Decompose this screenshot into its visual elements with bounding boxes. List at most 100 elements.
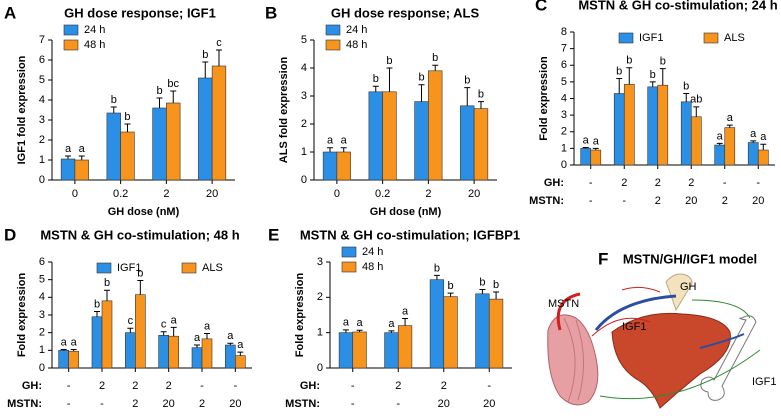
muscle-fiber (563, 317, 584, 403)
significance-letter: a (61, 336, 68, 348)
significance-letter: b (124, 111, 130, 123)
diagram-label: GH (680, 281, 697, 293)
bar (135, 294, 146, 369)
significance-letter: a (171, 314, 178, 326)
error-bar (170, 90, 177, 103)
y-tick-label: 3 (317, 256, 323, 268)
significance-letter: a (194, 332, 201, 344)
bar (211, 65, 227, 181)
chart-title: MSTN & GH co-stimulation; IGFBP1 (300, 227, 520, 242)
significance-letter: b (111, 94, 117, 106)
row-value: 20 (229, 398, 241, 410)
error-bar (104, 289, 110, 301)
legend-label: 48 h (362, 261, 383, 273)
bar (460, 105, 475, 181)
x-axis-label: GH dose (nM) (108, 206, 180, 218)
diagram-title: MSTN/GH/IGF1 model (623, 251, 757, 266)
arrow (594, 294, 677, 331)
significance-letter: b (202, 49, 208, 61)
panel-letter: D (4, 225, 16, 244)
y-tick-label: 7 (561, 43, 567, 55)
bar (101, 300, 113, 369)
significance-letter: b (94, 298, 100, 310)
bar (201, 338, 213, 369)
bar (120, 131, 135, 181)
bar (338, 332, 354, 369)
significance-letter: ab (690, 94, 702, 106)
error-bar (160, 331, 167, 336)
row-value: 2 (199, 398, 205, 410)
error-bar (386, 67, 393, 92)
model-diagram: F MSTN/GH/IGF1 model GH MSTN IGF1 IGF1 (547, 249, 776, 409)
error-bar (137, 280, 144, 295)
significance-letter: b (478, 89, 484, 101)
y-axis-label: Fold expression (294, 273, 306, 358)
error-bar (432, 64, 439, 71)
error-bar (156, 97, 163, 108)
significance-letter: b (156, 85, 162, 97)
y-tick-label: 1 (561, 142, 567, 154)
significance-letter: b (418, 72, 424, 84)
error-bar (693, 106, 700, 117)
bar (235, 355, 246, 369)
significance-letter: b (373, 73, 379, 85)
error-bar (204, 333, 210, 339)
arrow (599, 349, 761, 400)
legend-swatch (96, 262, 112, 274)
bar (198, 77, 213, 181)
bar (91, 316, 103, 369)
bar (106, 112, 121, 181)
error-bar (592, 147, 599, 151)
significance-letter: c (128, 315, 134, 327)
bar (757, 149, 769, 166)
y-tick-label: 0 (39, 362, 45, 374)
legend-label: 24 h (362, 246, 383, 258)
arrow (621, 286, 661, 293)
error-bar (626, 67, 633, 85)
row-value: - (589, 177, 593, 189)
error-bar (127, 327, 134, 333)
chart-title: GH dose response; IGF1 (64, 5, 216, 20)
bar (647, 86, 659, 166)
error-bar (124, 123, 131, 132)
legend-label: ALS (724, 32, 745, 44)
significance-letter: a (760, 131, 767, 143)
diagram-label: IGF1 (752, 376, 776, 388)
bar (747, 142, 759, 166)
row-value: - (351, 398, 355, 410)
row-label: GH: (544, 177, 564, 189)
x-tick-label: 2 (163, 188, 169, 200)
panel-letter: B (265, 3, 277, 22)
bar (152, 107, 167, 181)
panel-letter: E (268, 225, 279, 244)
bar (368, 91, 383, 181)
error-bar (716, 142, 723, 146)
significance-letter: a (79, 143, 86, 155)
error-bar (447, 292, 454, 297)
legend-swatch (325, 24, 341, 36)
row-value: 20 (163, 398, 175, 410)
bar (488, 298, 504, 369)
error-bar (649, 81, 656, 87)
significance-letter: c (161, 319, 167, 331)
x-tick-label: 20 (468, 188, 480, 200)
row-value: - (756, 177, 760, 189)
significance-letter: b (104, 277, 110, 289)
significance-letter: a (727, 112, 734, 124)
diagram-label: MSTN (548, 298, 579, 310)
row-value: 20 (483, 398, 495, 410)
significance-letter: a (343, 317, 350, 329)
row-value: 2 (395, 380, 401, 392)
panel-letter: F (598, 249, 608, 268)
bar (714, 144, 726, 166)
error-bar (194, 344, 200, 348)
bar (580, 148, 592, 166)
y-axis-label: Fold expression (538, 56, 550, 141)
y-tick-label: 3 (39, 309, 45, 321)
row-label: MSTN: (285, 398, 320, 410)
significance-letter: b (650, 69, 656, 81)
panel-letter: C (535, 0, 547, 14)
bar (414, 101, 429, 181)
legend-swatch (63, 24, 79, 36)
error-bar (479, 289, 486, 294)
